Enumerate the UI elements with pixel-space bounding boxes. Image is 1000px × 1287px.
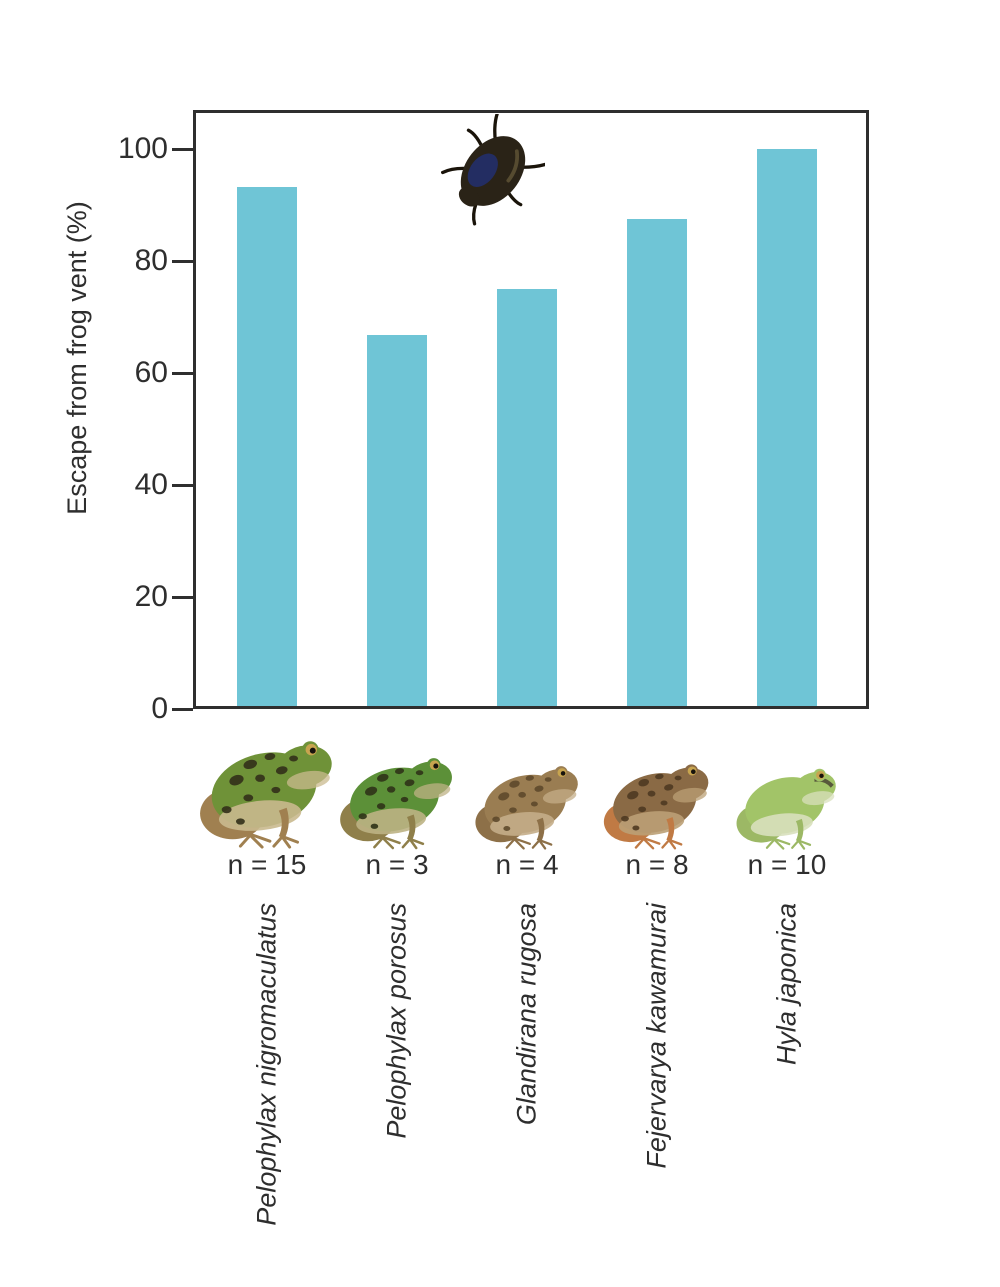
frog-photo-4 (598, 753, 716, 853)
sample-size-label: n = 3 (365, 849, 429, 880)
y-axis-tick (172, 483, 193, 487)
y-axis-tick (172, 371, 193, 375)
y-tick-label: 80 (134, 244, 168, 277)
frog-spots (221, 753, 299, 825)
sample-size-label: n = 8 (625, 849, 689, 880)
frog-photo-2 (334, 746, 460, 853)
species-label: Hyla japonica (771, 903, 802, 1066)
y-axis-tick (172, 595, 193, 599)
y-tick-label: 40 (134, 468, 168, 501)
bar-5 (757, 149, 817, 709)
bar-3 (497, 289, 557, 709)
bar-1 (237, 186, 297, 709)
frog-photo (736, 768, 836, 850)
frog-photo (603, 764, 709, 850)
frog-spots (491, 775, 552, 831)
frog-spots (358, 768, 424, 829)
sample-size-label: n = 4 (495, 849, 559, 880)
sample-size-label: n = 10 (747, 849, 827, 880)
species-label: Fejervarya kawamurai (641, 903, 672, 1169)
bar-4 (627, 219, 687, 709)
species-label: Pelophylax porosus (381, 903, 412, 1139)
y-axis-tick (172, 259, 193, 263)
frog-spots (621, 773, 682, 831)
diving-beetle-icon (441, 114, 545, 226)
species-label: Pelophylax nigromaculatus (251, 903, 282, 1226)
y-tick-label: 0 (151, 692, 168, 725)
beetle-sheen (467, 153, 498, 187)
y-tick-label: 20 (134, 580, 168, 613)
species-label: Glandirana rugosa (511, 903, 542, 1126)
bar-2 (367, 335, 427, 709)
frog-photo-5 (731, 758, 843, 853)
y-tick-label: 100 (117, 132, 168, 165)
frog-photo-3 (470, 755, 585, 853)
frog-photo-1 (193, 727, 341, 853)
y-axis-tick (172, 147, 193, 151)
y-tick-label: 60 (134, 356, 168, 389)
beetle-highlight (506, 149, 520, 183)
y-axis-tick (172, 707, 193, 711)
frog-photo (340, 758, 452, 850)
beetle-head (458, 187, 480, 207)
frog-photo (474, 766, 578, 850)
frog-photo (200, 741, 332, 849)
sample-size-label: n = 15 (227, 849, 307, 880)
